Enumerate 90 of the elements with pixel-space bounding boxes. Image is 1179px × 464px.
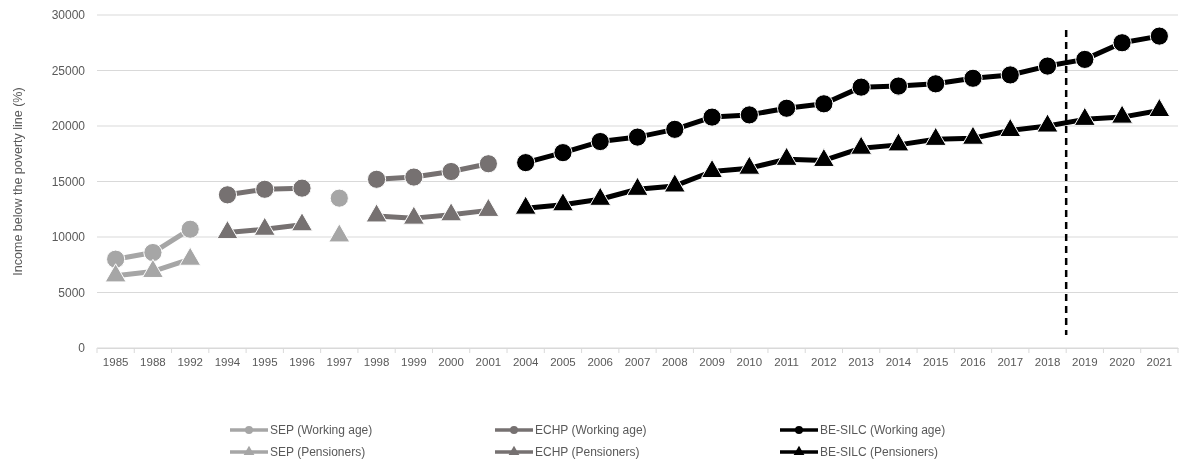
x-tick-label: 2004	[512, 356, 540, 369]
x-tick-label: 1994	[214, 356, 241, 369]
legend-label: BE-SILC (Pensioners)	[820, 445, 939, 459]
legend-label: SEP (Pensioners)	[270, 445, 366, 459]
point	[775, 146, 798, 166]
x-tick-label: 1995	[251, 356, 278, 369]
point	[551, 192, 574, 212]
legend-label: SEP (Working age)	[270, 423, 373, 437]
point	[590, 131, 610, 152]
x-tick-label: 2019	[1072, 356, 1098, 369]
x-tick-label: 2001	[475, 356, 502, 369]
x-tick-label: 2010	[736, 356, 763, 369]
legend-label: ECHP (Pensioners)	[535, 445, 640, 459]
point	[553, 143, 573, 163]
x-tick-label: 2000	[438, 356, 464, 369]
point	[812, 147, 835, 167]
x-tick-label: 2012	[811, 356, 837, 369]
point	[1149, 26, 1169, 46]
y-tick-label: 25000	[51, 63, 86, 78]
point	[887, 132, 910, 152]
x-tick-label: 2007	[624, 356, 651, 369]
point	[404, 167, 424, 187]
point	[814, 94, 834, 114]
x-tick-label: 2009	[699, 356, 725, 369]
y-tick-label: 20000	[51, 119, 86, 134]
point	[514, 195, 537, 215]
point	[963, 68, 983, 88]
point	[478, 154, 498, 174]
x-tick-label: 2006	[587, 356, 614, 369]
point	[777, 98, 797, 118]
y-axis-title: Income below the poverty line (%)	[11, 87, 25, 276]
x-tick-label: 2011	[774, 356, 799, 369]
point	[701, 158, 724, 179]
point	[589, 186, 612, 206]
y-tick-label: 15000	[51, 174, 86, 189]
point	[663, 173, 686, 193]
point	[255, 179, 275, 199]
x-tick-label: 2016	[960, 356, 986, 369]
x-tick-label: 1985	[102, 356, 129, 369]
point	[253, 216, 276, 236]
point	[851, 77, 871, 97]
point	[739, 105, 759, 125]
point	[179, 246, 202, 266]
point	[441, 161, 461, 182]
point	[104, 263, 127, 283]
point	[440, 202, 463, 222]
x-tick-label: 1999	[401, 356, 427, 369]
point	[402, 205, 425, 225]
x-tick-label: 1988	[140, 356, 166, 369]
x-tick-label: 2015	[922, 356, 949, 369]
x-tick-label: 1998	[363, 356, 390, 369]
y-tick-label: 0	[78, 341, 86, 356]
point	[1036, 113, 1059, 133]
x-tick-label: 1997	[326, 356, 353, 369]
point	[1000, 65, 1020, 85]
point	[291, 212, 313, 232]
y-tick-label: 10000	[51, 230, 86, 245]
point	[328, 223, 351, 243]
point	[702, 107, 722, 127]
point	[627, 127, 648, 147]
point	[216, 219, 239, 240]
point	[1037, 56, 1058, 76]
x-tick-label: 1992	[177, 356, 203, 369]
x-tick-label: 2017	[997, 356, 1024, 369]
point	[850, 135, 873, 155]
y-tick-label: 30000	[51, 8, 86, 23]
point	[1112, 33, 1132, 53]
x-tick-label: 1996	[289, 356, 315, 369]
legend-label: BE-SILC (Working age)	[820, 423, 946, 437]
x-tick-label: 2008	[661, 356, 688, 369]
point	[626, 176, 649, 196]
point	[926, 74, 946, 94]
point	[477, 197, 500, 217]
point	[365, 203, 388, 223]
x-tick-label: 2005	[550, 356, 576, 369]
point	[141, 258, 164, 278]
x-tick-label: 2014	[885, 356, 912, 369]
x-tick-label: 2018	[1034, 356, 1061, 369]
point	[292, 178, 312, 198]
legend-label: ECHP (Working age)	[535, 423, 647, 437]
point	[665, 119, 685, 139]
point	[962, 125, 984, 145]
point	[366, 169, 387, 189]
y-tick-label: 5000	[58, 285, 86, 300]
point	[738, 155, 761, 175]
x-tick-label: 2021	[1146, 356, 1173, 369]
x-tick-label: 2013	[848, 356, 874, 369]
point	[1075, 49, 1095, 69]
point	[888, 76, 909, 96]
x-tick-label: 2020	[1109, 356, 1135, 369]
